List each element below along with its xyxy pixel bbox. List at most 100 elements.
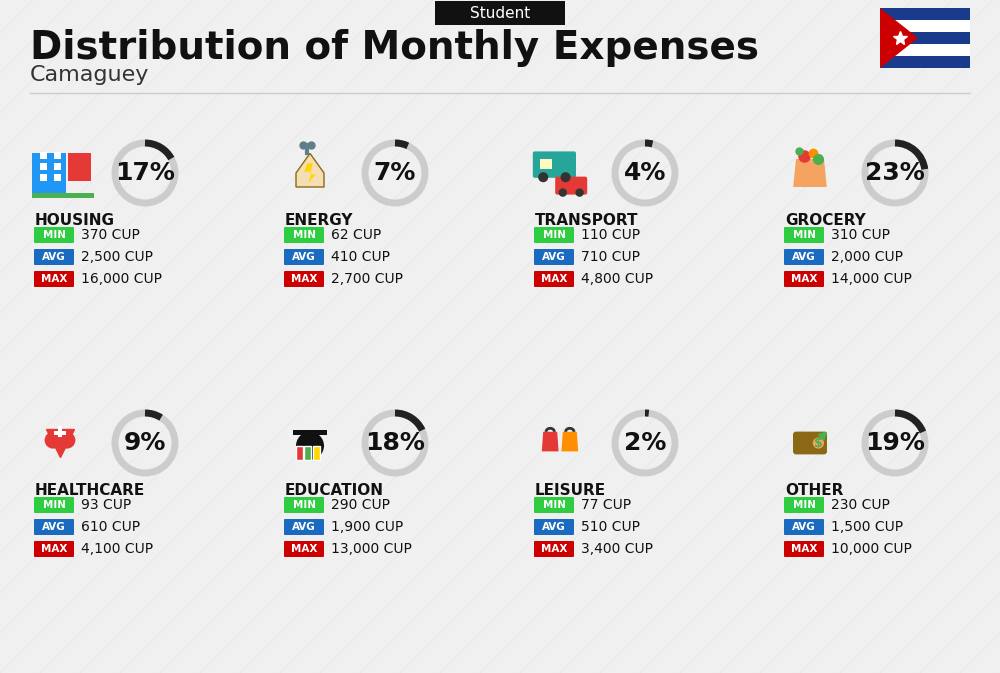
Text: Student: Student: [470, 5, 530, 20]
FancyBboxPatch shape: [534, 519, 574, 535]
Text: MIN: MIN: [792, 500, 816, 510]
Text: 370 CUP: 370 CUP: [81, 228, 140, 242]
Text: MIN: MIN: [792, 230, 816, 240]
Text: LEISURE: LEISURE: [535, 483, 606, 498]
FancyBboxPatch shape: [784, 227, 824, 243]
Text: 1,900 CUP: 1,900 CUP: [331, 520, 403, 534]
Text: 3,400 CUP: 3,400 CUP: [581, 542, 653, 556]
Text: 510 CUP: 510 CUP: [581, 520, 640, 534]
Text: AVG: AVG: [542, 252, 566, 262]
FancyBboxPatch shape: [32, 192, 94, 198]
Text: 410 CUP: 410 CUP: [331, 250, 390, 264]
Text: 17%: 17%: [115, 161, 175, 185]
FancyBboxPatch shape: [555, 176, 587, 194]
FancyBboxPatch shape: [68, 153, 91, 182]
FancyBboxPatch shape: [793, 431, 827, 454]
FancyBboxPatch shape: [40, 163, 47, 170]
Text: 14,000 CUP: 14,000 CUP: [831, 272, 912, 286]
Text: MAX: MAX: [291, 274, 317, 284]
Text: MAX: MAX: [541, 274, 567, 284]
Text: MAX: MAX: [41, 274, 67, 284]
Text: MIN: MIN: [292, 500, 316, 510]
Text: 610 CUP: 610 CUP: [81, 520, 140, 534]
FancyBboxPatch shape: [284, 519, 324, 535]
FancyBboxPatch shape: [54, 174, 61, 182]
Text: 1,500 CUP: 1,500 CUP: [831, 520, 903, 534]
Text: 9%: 9%: [124, 431, 166, 455]
Text: 13,000 CUP: 13,000 CUP: [331, 542, 412, 556]
Polygon shape: [296, 153, 324, 187]
Text: 4,100 CUP: 4,100 CUP: [81, 542, 153, 556]
Polygon shape: [793, 159, 827, 187]
Text: 77 CUP: 77 CUP: [581, 498, 631, 512]
FancyBboxPatch shape: [880, 20, 970, 32]
FancyBboxPatch shape: [34, 249, 74, 265]
FancyBboxPatch shape: [34, 227, 74, 243]
Text: 110 CUP: 110 CUP: [581, 228, 640, 242]
FancyBboxPatch shape: [304, 446, 311, 460]
Text: HEALTHCARE: HEALTHCARE: [35, 483, 145, 498]
FancyBboxPatch shape: [435, 1, 565, 25]
FancyBboxPatch shape: [784, 271, 824, 287]
Text: 4,800 CUP: 4,800 CUP: [581, 272, 653, 286]
FancyBboxPatch shape: [533, 151, 576, 178]
Circle shape: [45, 432, 61, 449]
FancyBboxPatch shape: [880, 44, 970, 56]
Text: EDUCATION: EDUCATION: [285, 483, 384, 498]
Text: MAX: MAX: [291, 544, 317, 554]
FancyBboxPatch shape: [880, 56, 970, 68]
FancyBboxPatch shape: [34, 271, 74, 287]
FancyBboxPatch shape: [296, 446, 303, 460]
Text: MAX: MAX: [791, 544, 817, 554]
Text: MAX: MAX: [41, 544, 67, 554]
Text: 710 CUP: 710 CUP: [581, 250, 640, 264]
Text: 4%: 4%: [624, 161, 666, 185]
Circle shape: [575, 188, 584, 197]
FancyBboxPatch shape: [534, 541, 574, 557]
Text: MIN: MIN: [542, 230, 566, 240]
Circle shape: [296, 432, 324, 460]
FancyBboxPatch shape: [880, 8, 970, 20]
Text: GROCERY: GROCERY: [785, 213, 866, 228]
FancyBboxPatch shape: [34, 541, 74, 557]
FancyBboxPatch shape: [284, 541, 324, 557]
FancyBboxPatch shape: [284, 497, 324, 513]
Text: 19%: 19%: [865, 431, 925, 455]
FancyBboxPatch shape: [34, 497, 74, 513]
FancyBboxPatch shape: [32, 153, 66, 192]
Polygon shape: [542, 432, 559, 452]
Text: 230 CUP: 230 CUP: [831, 498, 890, 512]
Text: AVG: AVG: [292, 252, 316, 262]
FancyBboxPatch shape: [784, 497, 824, 513]
FancyBboxPatch shape: [784, 519, 824, 535]
Text: MIN: MIN: [42, 230, 66, 240]
Text: AVG: AVG: [792, 522, 816, 532]
Text: AVG: AVG: [292, 522, 316, 532]
FancyBboxPatch shape: [313, 446, 320, 460]
FancyBboxPatch shape: [40, 174, 47, 182]
FancyBboxPatch shape: [784, 249, 824, 265]
Text: AVG: AVG: [42, 522, 66, 532]
Text: MIN: MIN: [542, 500, 566, 510]
FancyBboxPatch shape: [284, 249, 324, 265]
Text: MAX: MAX: [541, 544, 567, 554]
Text: MIN: MIN: [42, 500, 66, 510]
Text: MAX: MAX: [791, 274, 817, 284]
FancyBboxPatch shape: [880, 32, 970, 44]
Text: AVG: AVG: [42, 252, 66, 262]
Polygon shape: [561, 432, 578, 452]
Text: HOUSING: HOUSING: [35, 213, 115, 228]
Text: 62 CUP: 62 CUP: [331, 228, 381, 242]
Text: ENERGY: ENERGY: [285, 213, 354, 228]
Text: 310 CUP: 310 CUP: [831, 228, 890, 242]
FancyBboxPatch shape: [40, 152, 47, 159]
Circle shape: [559, 188, 567, 197]
Text: MIN: MIN: [292, 230, 316, 240]
Circle shape: [561, 172, 571, 182]
Text: 2,700 CUP: 2,700 CUP: [331, 272, 403, 286]
FancyBboxPatch shape: [534, 497, 574, 513]
Circle shape: [538, 172, 548, 182]
Text: 93 CUP: 93 CUP: [81, 498, 131, 512]
Text: 23%: 23%: [865, 161, 925, 185]
Circle shape: [813, 437, 824, 449]
